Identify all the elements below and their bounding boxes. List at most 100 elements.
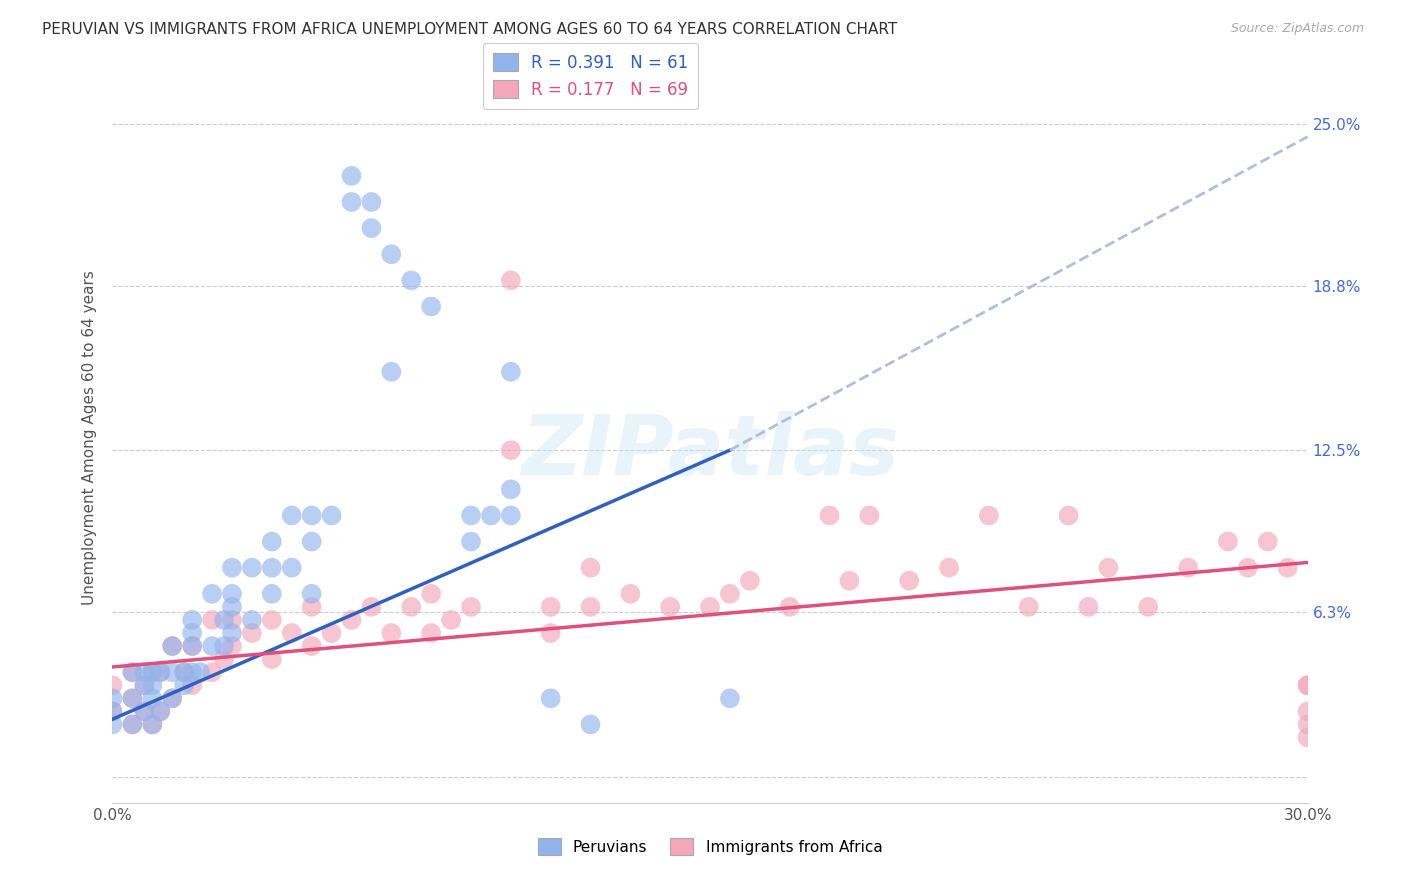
Point [162, 691, 183, 706]
Point [101, 717, 124, 731]
Point [173, 678, 195, 692]
Point [212, 652, 235, 666]
Point [173, 665, 195, 680]
Point [181, 613, 204, 627]
Point [162, 691, 183, 706]
Point [540, 691, 562, 706]
Point [1257, 534, 1279, 549]
Point [380, 626, 402, 640]
Point [121, 665, 143, 680]
Point [141, 678, 163, 692]
Point [301, 587, 323, 601]
Point [479, 508, 502, 523]
Y-axis label: Unemployment Among Ages 60 to 64 years: Unemployment Among Ages 60 to 64 years [82, 269, 97, 605]
Point [360, 599, 382, 614]
Point [134, 678, 156, 692]
Point [141, 665, 163, 680]
Point [420, 300, 443, 314]
Point [121, 665, 143, 680]
Point [281, 626, 304, 640]
Point [221, 613, 243, 627]
Point [121, 717, 143, 731]
Point [141, 691, 163, 706]
Point [260, 560, 283, 574]
Point [221, 560, 243, 574]
Point [360, 194, 382, 209]
Point [579, 599, 602, 614]
Point [134, 705, 156, 719]
Text: PERUVIAN VS IMMIGRANTS FROM AFRICA UNEMPLOYMENT AMONG AGES 60 TO 64 YEARS CORREL: PERUVIAN VS IMMIGRANTS FROM AFRICA UNEMP… [42, 22, 897, 37]
Point [101, 705, 124, 719]
Text: ZIPatlas: ZIPatlas [522, 411, 898, 492]
Point [221, 599, 243, 614]
Point [1137, 599, 1160, 614]
Point [1077, 599, 1099, 614]
Point [221, 626, 243, 640]
Point [499, 443, 522, 458]
Point [401, 599, 423, 614]
Point [121, 691, 143, 706]
Point [149, 665, 172, 680]
Point [260, 534, 283, 549]
Point [420, 587, 443, 601]
Point [718, 587, 741, 601]
Point [420, 626, 443, 640]
Point [360, 221, 382, 235]
Point [134, 665, 156, 680]
Point [898, 574, 921, 588]
Point [460, 599, 482, 614]
Point [141, 717, 163, 731]
Point [1296, 705, 1319, 719]
Point [659, 599, 682, 614]
Point [141, 717, 163, 731]
Point [380, 247, 402, 261]
Point [321, 626, 343, 640]
Point [1296, 717, 1319, 731]
Point [779, 599, 801, 614]
Point [1057, 508, 1080, 523]
Point [858, 508, 880, 523]
Point [699, 599, 721, 614]
Point [1296, 678, 1319, 692]
Point [101, 691, 124, 706]
Point [101, 678, 124, 692]
Point [440, 613, 463, 627]
Point [134, 678, 156, 692]
Point [212, 639, 235, 653]
Point [141, 665, 163, 680]
Point [540, 626, 562, 640]
Point [321, 508, 343, 523]
Point [938, 560, 960, 574]
Point [134, 705, 156, 719]
Point [540, 599, 562, 614]
Point [212, 613, 235, 627]
Point [162, 639, 183, 653]
Point [121, 717, 143, 731]
Point [260, 652, 283, 666]
Point [188, 665, 211, 680]
Point [240, 613, 263, 627]
Point [1277, 560, 1299, 574]
Point [149, 665, 172, 680]
Point [499, 365, 522, 379]
Point [1296, 678, 1319, 692]
Point [221, 587, 243, 601]
Point [181, 639, 204, 653]
Point [181, 678, 204, 692]
Point [1018, 599, 1040, 614]
Point [977, 508, 1000, 523]
Point [619, 587, 641, 601]
Point [281, 508, 304, 523]
Point [301, 599, 323, 614]
Point [240, 560, 263, 574]
Point [1177, 560, 1199, 574]
Legend: Peruvians, Immigrants from Africa: Peruvians, Immigrants from Africa [531, 832, 889, 861]
Point [149, 705, 172, 719]
Point [181, 626, 204, 640]
Point [579, 717, 602, 731]
Point [121, 691, 143, 706]
Point [1237, 560, 1260, 574]
Point [460, 534, 482, 549]
Point [838, 574, 860, 588]
Point [201, 639, 224, 653]
